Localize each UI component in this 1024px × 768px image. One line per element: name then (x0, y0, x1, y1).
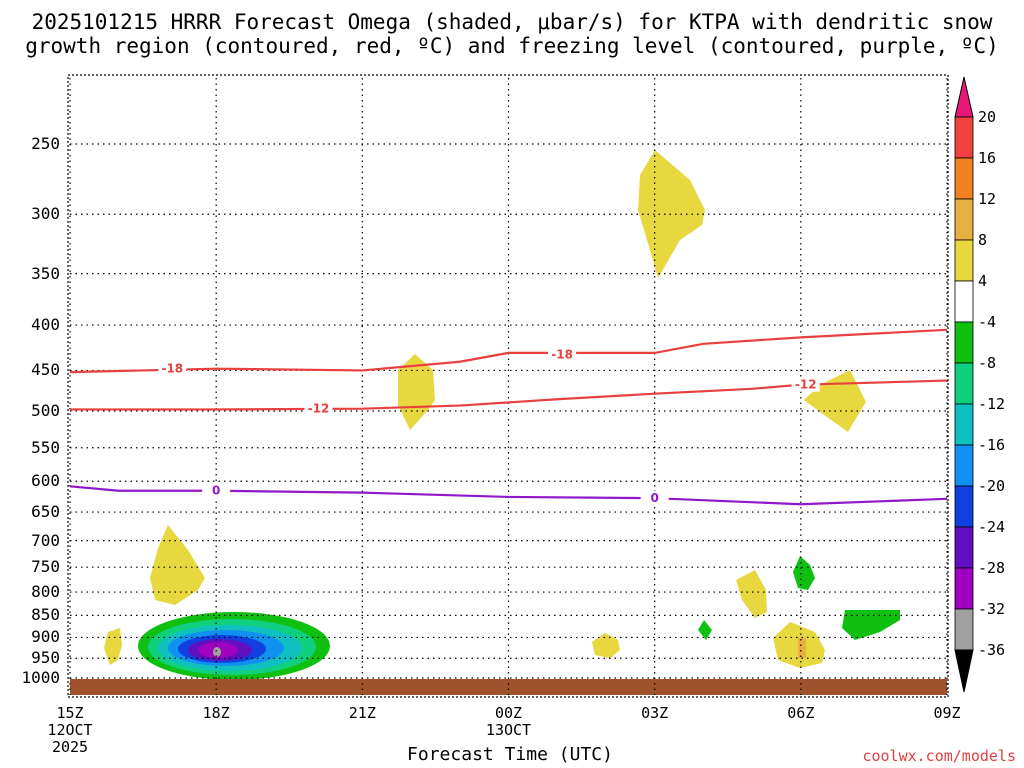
y-tick-label: 750 (31, 557, 60, 577)
x-axis-label: Forecast Time (UTC) (407, 744, 613, 765)
x-tick-label: 00Z 13OCT (485, 704, 532, 739)
isotherm--18 (69, 328, 948, 374)
isotherm--12 (70, 379, 948, 411)
colorbar-segment (954, 444, 974, 487)
y-tick-label: 550 (31, 437, 60, 457)
y-tick-label: 700 (31, 530, 60, 550)
colorbar-segment (954, 157, 974, 200)
y-tick-label: 800 (31, 582, 60, 602)
svg-text:-12: -12 (308, 402, 330, 416)
svg-text:-12: -12 (795, 378, 817, 392)
colorbar-tick-label: -16 (978, 436, 1006, 454)
y-tick-label: 1000 (21, 668, 60, 687)
colorbar-segment (954, 239, 974, 282)
svg-text:0: 0 (650, 491, 658, 505)
colorbar-segment (954, 280, 974, 323)
omega-positive-region (736, 570, 767, 618)
x-tick-label: 15Z 12OCT 2025 (47, 704, 93, 756)
svg-text:-18: -18 (551, 348, 573, 362)
omega-negative-region (793, 556, 815, 590)
colorbar-tick-label: -28 (978, 559, 1006, 577)
colorbar-segment (954, 116, 974, 159)
y-tick-label: 650 (31, 502, 60, 522)
omega-positive-region (398, 354, 435, 430)
colorbar-tick-label: -24 (978, 518, 1006, 536)
y-tick-label: 850 (31, 605, 60, 625)
colorbar-segment (954, 608, 974, 651)
chart-title-line1: 2025101215 HRRR Forecast Omega (shaded, … (31, 10, 993, 34)
colorbar-tick-label: -4 (978, 313, 997, 331)
y-tick-label: 250 (31, 134, 60, 153)
colorbar-segment (954, 485, 974, 528)
y-tick-label: 900 (31, 627, 60, 647)
contour-labels: -18 -18 -12 -12 0 0 (158, 347, 820, 506)
colorbar-top-arrow (954, 76, 974, 118)
contour-label: -18 (158, 361, 187, 376)
colorbar-tick-label: -12 (978, 395, 1006, 413)
contour-label: -12 (791, 377, 820, 392)
x-tick-label: 18Z (202, 704, 230, 722)
colorbar-bottom-arrow (954, 649, 974, 693)
y-tick-label: 500 (31, 401, 60, 420)
colorbar-tick-label: 20 (978, 108, 997, 126)
omega-positive-region (638, 150, 705, 278)
svg-text:0: 0 (212, 484, 220, 498)
omega-negative-region (698, 620, 712, 640)
chart-title-line2: growth region (contoured, red, ºC) and f… (25, 34, 999, 58)
colorbar-tick-label: -32 (978, 600, 1006, 618)
omega-negative-core (213, 647, 221, 657)
y-tick-label: 300 (31, 204, 60, 224)
omega-positive-region (104, 628, 122, 665)
y-tick-label: 600 (31, 471, 60, 491)
omega-shading (104, 150, 900, 680)
contour-label: 0 (202, 483, 231, 498)
x-tick-label: 06Z (787, 704, 815, 722)
isotherm-0 (69, 485, 948, 506)
contour-label: 0 (640, 491, 669, 506)
svg-text:-18: -18 (161, 362, 183, 376)
colorbar-tick-label: 12 (978, 190, 997, 208)
y-tick-label: 400 (31, 315, 60, 335)
isotherm-contours (69, 328, 948, 506)
ground-surface (70, 679, 947, 695)
y-tick-label: 350 (31, 263, 60, 283)
colorbar-tick-label: 8 (978, 231, 988, 249)
colorbar (954, 76, 974, 693)
omega-positive-region (150, 525, 205, 605)
omega-negative-region (842, 610, 900, 640)
colorbar-tick-label: 16 (978, 149, 997, 167)
y-tick-label: 950 (31, 648, 60, 668)
colorbar-tick-label: -20 (978, 477, 1006, 495)
omega-positive-core (798, 638, 806, 658)
y-tick-label: 450 (31, 360, 60, 380)
plot-frame (67, 74, 949, 698)
colorbar-segment (954, 526, 974, 569)
contour-label: -12 (304, 401, 333, 416)
colorbar-tick-label: 4 (978, 272, 988, 290)
x-tick-label: 03Z (641, 704, 669, 722)
x-tick-label: 21Z (348, 704, 376, 722)
colorbar-segment (954, 362, 974, 405)
colorbar-tick-label: -8 (978, 354, 997, 372)
colorbar-segment (954, 198, 974, 241)
x-tick-label: 09Z (933, 704, 961, 722)
colorbar-tick-label: -36 (978, 641, 1006, 659)
omega-positive-region (592, 633, 620, 658)
colorbar-segment (954, 403, 974, 446)
contour-label: -18 (548, 347, 577, 362)
credit-link[interactable]: coolwx.com/models (862, 747, 1016, 765)
colorbar-segment (954, 321, 974, 364)
colorbar-segment (954, 567, 974, 610)
